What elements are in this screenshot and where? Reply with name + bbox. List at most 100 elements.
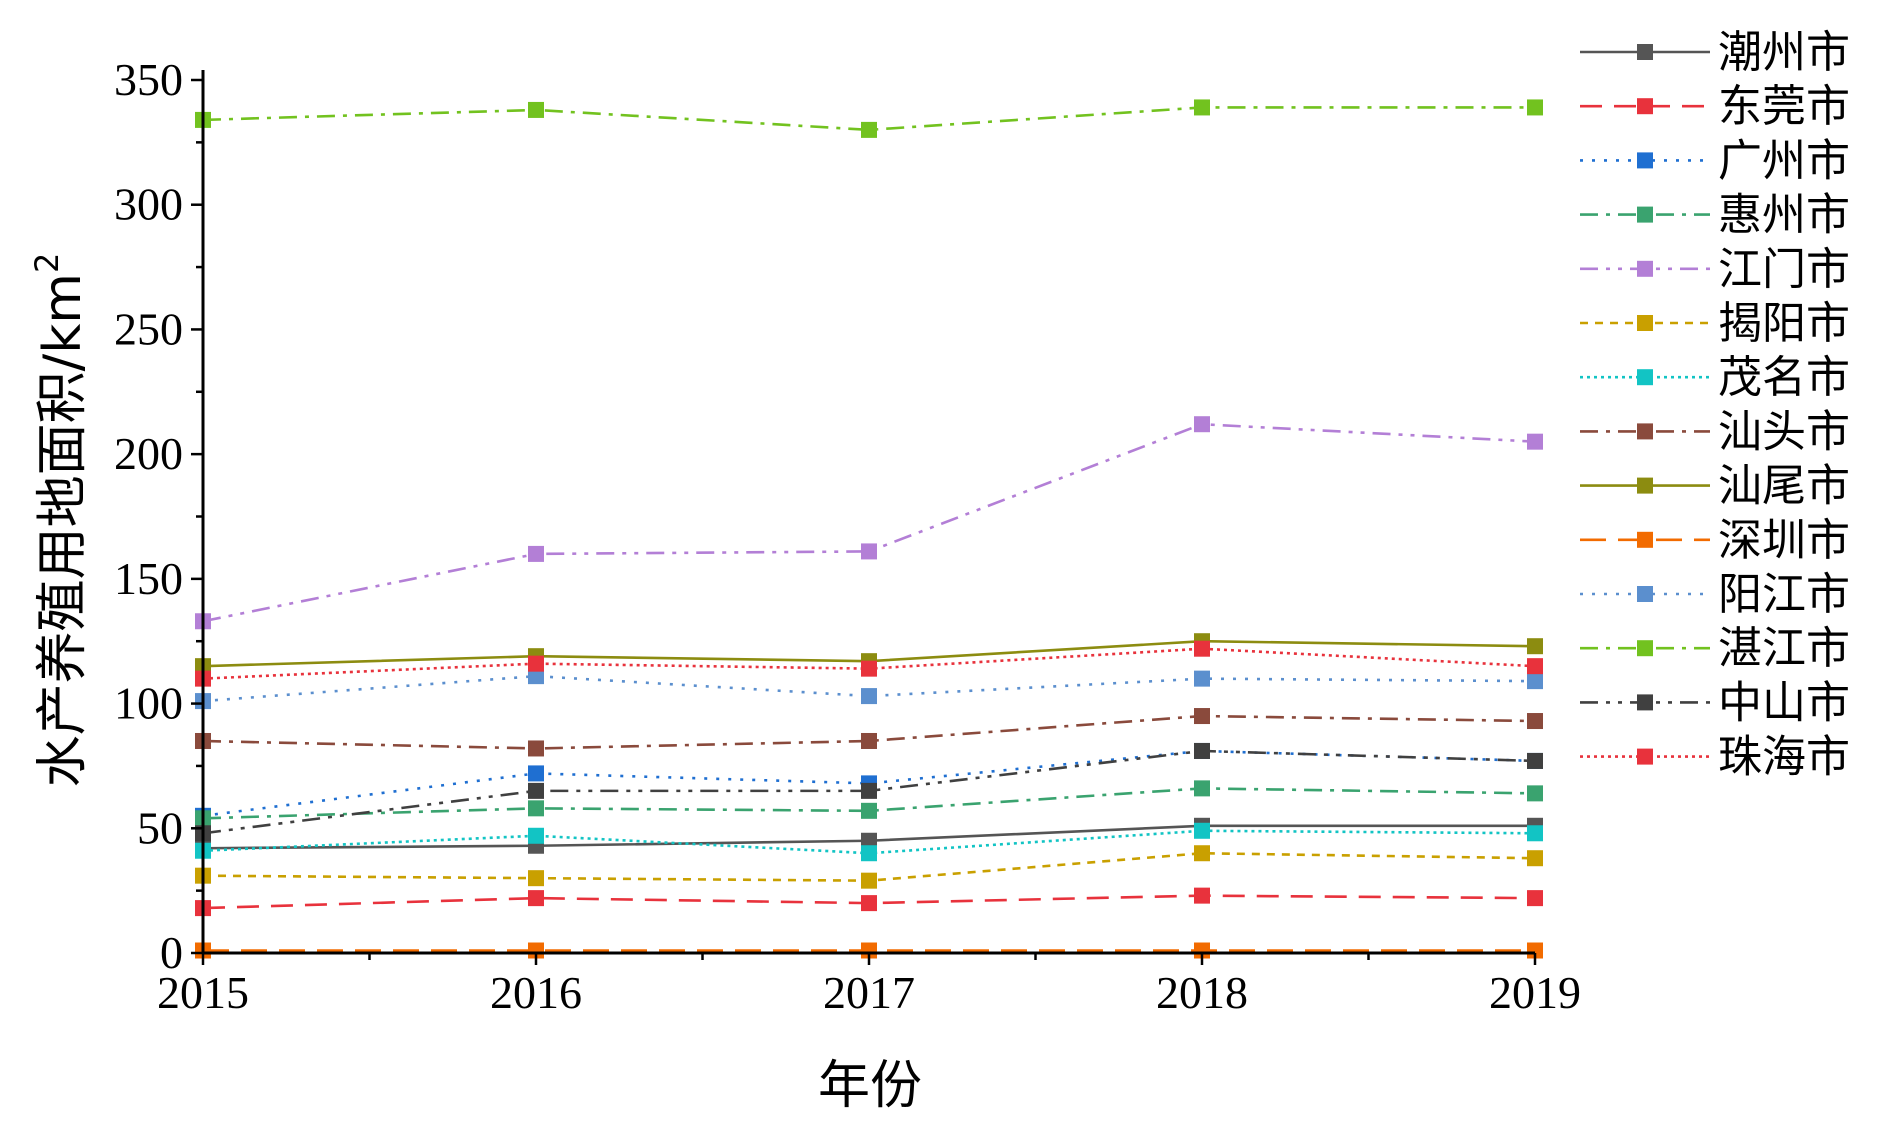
series-4 — [195, 416, 1543, 630]
data-point — [1527, 752, 1543, 769]
data-point — [1527, 99, 1543, 116]
series-1 — [195, 887, 1543, 917]
y-axis-title-text: 水产养殖用地面积/km — [33, 273, 93, 787]
legend-marker — [1637, 586, 1653, 602]
data-point — [1194, 822, 1210, 839]
series-line — [202, 787, 1536, 820]
series-line — [202, 422, 1536, 623]
legend-label: 深圳市 — [1718, 515, 1850, 566]
legend-item: 茂名市 — [1580, 352, 1850, 403]
legend-label: 潮州市 — [1718, 27, 1850, 78]
x-tick-label: 2016 — [490, 967, 582, 1018]
legend-item: 阳江市 — [1580, 569, 1850, 620]
data-point — [861, 543, 877, 560]
data-point — [528, 890, 544, 907]
x-tick-label: 2017 — [823, 967, 915, 1018]
legend-item: 江门市 — [1580, 244, 1850, 295]
data-point — [528, 740, 544, 757]
data-point — [861, 845, 877, 862]
legend-item: 珠海市 — [1580, 732, 1850, 783]
series-line — [202, 714, 1536, 750]
data-point — [861, 688, 877, 705]
data-point — [861, 660, 877, 677]
legend-marker — [1637, 369, 1653, 386]
data-point — [1527, 942, 1543, 959]
data-point — [1194, 416, 1210, 433]
series-7 — [195, 708, 1543, 757]
legend-label: 湛江市 — [1718, 623, 1850, 674]
data-point — [528, 942, 544, 959]
data-point — [528, 782, 544, 799]
legend: 潮州市东莞市广州市惠州市江门市揭阳市茂名市汕头市汕尾市深圳市阳江市湛江市中山市珠… — [1580, 27, 1850, 783]
legend-label: 东莞市 — [1718, 81, 1850, 132]
legend-item: 广州市 — [1580, 135, 1850, 186]
legend-item: 深圳市 — [1580, 515, 1850, 566]
data-point — [1194, 640, 1210, 657]
data-point — [861, 732, 877, 749]
legend-label: 汕头市 — [1718, 406, 1850, 457]
data-point — [861, 942, 877, 959]
x-axis-title: 年份 — [818, 1056, 922, 1116]
legend-label: 揭阳市 — [1718, 298, 1850, 349]
legend-marker — [1637, 315, 1653, 331]
legend-marker — [1637, 531, 1653, 548]
data-point — [1527, 658, 1543, 675]
data-point — [1527, 638, 1543, 655]
legend-marker — [1637, 694, 1653, 711]
legend-label: 珠海市 — [1718, 732, 1850, 783]
series-line — [202, 749, 1536, 835]
data-point — [861, 802, 877, 819]
y-tick-label: 300 — [114, 179, 183, 230]
data-point — [861, 121, 877, 138]
x-tick-label: 2015 — [157, 967, 249, 1018]
y-tick-label: 50 — [137, 802, 183, 853]
legend-marker — [1637, 477, 1653, 494]
data-point — [1194, 845, 1210, 862]
data-point — [1194, 742, 1210, 759]
axes: 0 50 100 150 200 250 300 350 2015 2016 2017 2018 201… — [114, 54, 1581, 1018]
data-point — [528, 668, 544, 685]
legend-label: 茂名市 — [1718, 352, 1850, 403]
legend-item: 湛江市 — [1580, 623, 1850, 674]
series-13 — [195, 640, 1543, 687]
legend-marker — [1637, 206, 1653, 223]
legend-marker — [1637, 44, 1653, 60]
data-point — [528, 765, 544, 782]
data-point — [861, 782, 877, 799]
series-11 — [195, 99, 1543, 138]
data-point — [1527, 433, 1543, 450]
series-5 — [195, 845, 1543, 889]
y-tick-label: 0 — [160, 927, 183, 978]
data-point — [528, 800, 544, 817]
data-point — [861, 832, 877, 849]
data-point — [528, 827, 544, 844]
data-point — [528, 101, 544, 118]
legend-marker — [1637, 640, 1653, 657]
data-point — [1527, 673, 1543, 690]
series-6 — [195, 822, 1543, 862]
legend-item: 惠州市 — [1580, 190, 1850, 241]
data-point — [1527, 825, 1543, 842]
x-tick-label: 2019 — [1489, 967, 1581, 1018]
data-point — [1527, 850, 1543, 867]
x-tick-label: 2018 — [1156, 967, 1248, 1018]
series-3 — [195, 780, 1543, 827]
data-point — [1527, 713, 1543, 730]
data-point — [1527, 785, 1543, 802]
y-tick-label: 350 — [114, 54, 183, 105]
data-point — [861, 895, 877, 912]
series-10 — [195, 668, 1543, 710]
y-tick-label: 250 — [114, 303, 183, 354]
y-axis-title-superscript: 2 — [28, 253, 66, 273]
legend-marker — [1637, 152, 1653, 169]
legend-item: 揭阳市 — [1580, 298, 1850, 349]
y-tick-label: 200 — [114, 428, 183, 479]
legend-label: 江门市 — [1718, 244, 1850, 295]
data-point — [1527, 890, 1543, 907]
data-point — [528, 545, 544, 562]
legend-marker — [1637, 748, 1653, 765]
y-tick-label: 100 — [114, 678, 183, 729]
data-point — [1194, 780, 1210, 797]
legend-marker — [1637, 260, 1653, 277]
